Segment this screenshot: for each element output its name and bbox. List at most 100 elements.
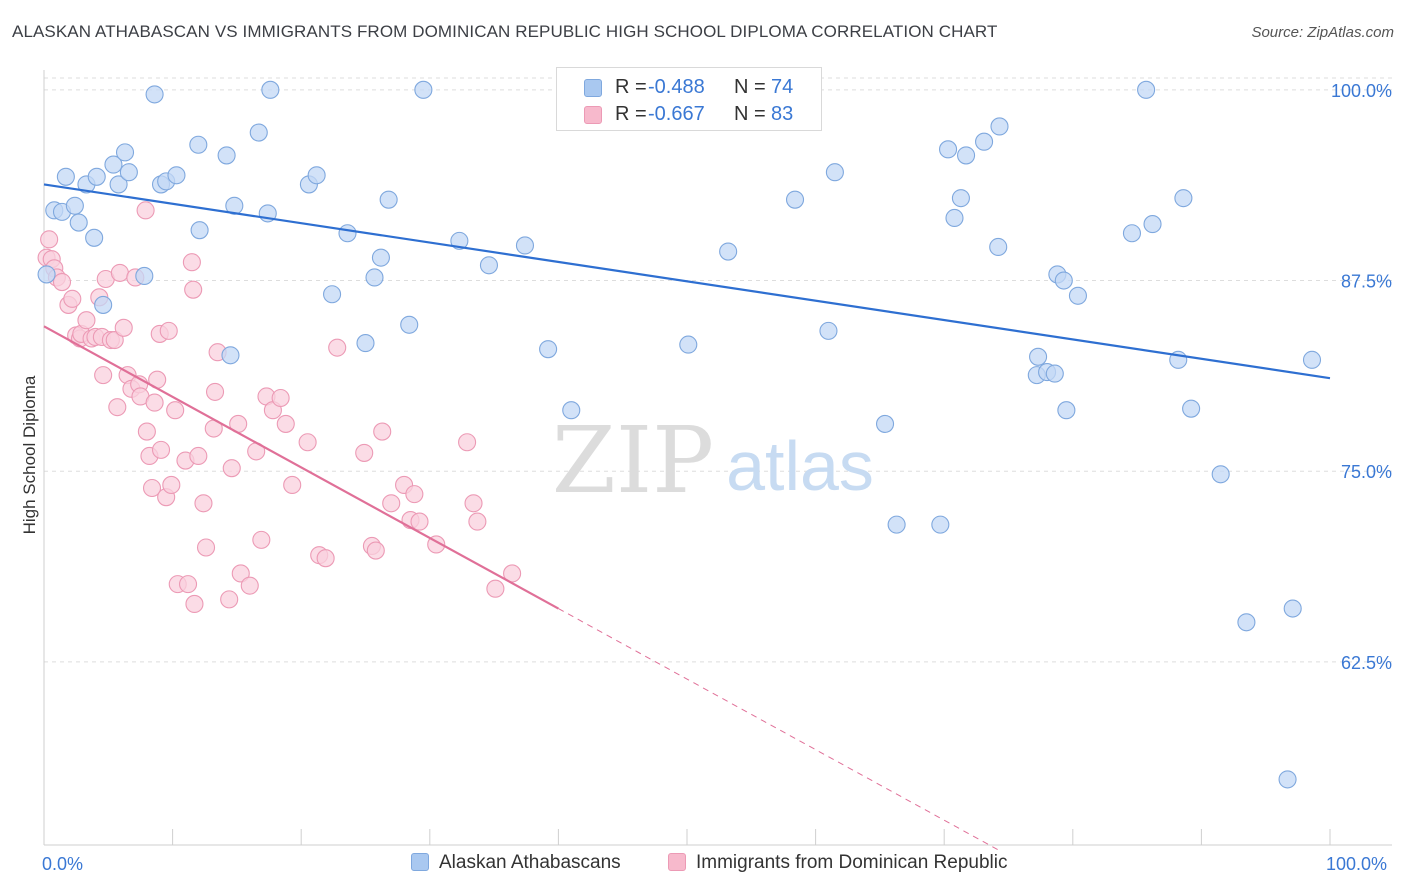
legend-n-value: 74	[771, 76, 794, 98]
legend-r-label: R =	[615, 103, 647, 125]
y-tick-labels: 62.5% 75.0% 87.5% 100.0%	[1331, 81, 1392, 673]
data-point	[379, 190, 398, 209]
data-point	[1054, 271, 1073, 290]
data-point	[114, 318, 133, 337]
data-point	[252, 530, 271, 549]
data-point	[990, 117, 1009, 136]
data-point	[989, 237, 1008, 257]
data-point	[87, 167, 106, 186]
data-point	[166, 401, 185, 420]
legend-n-label: N =	[734, 103, 766, 125]
data-point	[1122, 224, 1142, 243]
data-point	[40, 230, 59, 249]
data-point	[145, 85, 164, 104]
bottom-legend-athabascan: Alaskan Athabascans	[411, 852, 621, 874]
x-tick-label-max: 100.0%	[1326, 854, 1388, 874]
data-point	[56, 167, 75, 186]
trend-line-dominican	[43, 325, 559, 610]
data-point	[184, 280, 203, 299]
data-point	[189, 446, 208, 466]
data-point	[1278, 770, 1297, 789]
data-point	[957, 146, 976, 165]
data-point	[151, 440, 171, 459]
legend-n-label: N =	[734, 76, 766, 98]
data-point	[975, 132, 994, 151]
data-point	[945, 208, 964, 228]
data-point	[63, 289, 82, 308]
data-point	[486, 579, 505, 598]
data-point	[1137, 80, 1156, 99]
data-point	[356, 334, 375, 353]
stats-legend: R = -0.488 N = 74 R = -0.667 N = 83	[556, 67, 822, 131]
data-point	[307, 166, 326, 185]
data-point	[65, 196, 84, 215]
data-point	[1237, 613, 1256, 632]
data-point	[271, 388, 290, 408]
data-point	[137, 422, 156, 441]
data-point	[679, 335, 698, 354]
data-point	[52, 273, 72, 292]
bottom-legend-label: Immigrants from Dominican Republic	[696, 852, 1008, 873]
data-point	[231, 564, 250, 583]
legend-swatch-pink	[584, 106, 602, 124]
data-point	[220, 590, 239, 609]
data-point	[105, 330, 124, 350]
data-point	[1283, 599, 1302, 618]
data-point	[939, 140, 958, 159]
data-point	[366, 541, 385, 560]
y-tick-label: 100.0%	[1331, 81, 1392, 101]
data-point	[108, 398, 127, 417]
data-point	[110, 263, 129, 282]
data-point	[1029, 347, 1048, 366]
data-point	[196, 538, 216, 557]
data-point	[323, 285, 342, 304]
data-point	[382, 494, 401, 513]
data-point	[825, 163, 844, 182]
data-point	[178, 575, 198, 594]
data-point	[240, 576, 259, 595]
legend-r-value: -0.667	[648, 103, 705, 125]
data-point	[562, 401, 581, 420]
data-point	[261, 80, 280, 99]
series-dominican-points	[37, 201, 522, 614]
data-point	[450, 231, 469, 250]
data-point	[365, 268, 384, 287]
watermark-zip: ZIP	[552, 407, 714, 514]
data-point	[468, 512, 487, 531]
legend-r-value: -0.488	[648, 76, 705, 98]
data-point	[142, 478, 162, 498]
chart-title: ALASKAN ATHABASCAN VS IMMIGRANTS FROM DO…	[12, 22, 998, 41]
data-point	[109, 175, 128, 194]
data-point	[1302, 350, 1322, 369]
y-axis-label: High School Diploma	[20, 375, 39, 535]
data-point	[283, 475, 302, 495]
watermark-atlas: atlas	[726, 427, 874, 505]
data-point	[94, 295, 113, 314]
data-point	[37, 265, 56, 284]
data-point	[464, 494, 483, 513]
data-point	[1057, 401, 1076, 420]
data-point	[167, 166, 186, 185]
y-tick-label: 62.5%	[1341, 653, 1392, 673]
data-point	[1068, 286, 1087, 305]
y-tick-label: 75.0%	[1341, 462, 1392, 482]
data-point	[875, 414, 895, 433]
legend-swatch-blue	[584, 79, 602, 97]
data-point	[189, 135, 208, 154]
data-point	[887, 515, 906, 534]
bottom-legend-swatch-blue	[411, 853, 429, 871]
data-point	[217, 146, 236, 165]
trend-line-dominican-extension	[558, 608, 1002, 852]
data-point	[136, 201, 155, 220]
trend-lines	[43, 183, 1331, 852]
data-point	[371, 248, 390, 267]
data-point	[85, 228, 104, 247]
data-point	[249, 123, 268, 142]
data-point	[515, 236, 535, 255]
data-point	[77, 311, 96, 330]
data-point	[205, 382, 225, 401]
data-point	[355, 443, 374, 462]
trend-line-athabascan	[43, 183, 1331, 380]
data-point	[316, 549, 335, 568]
